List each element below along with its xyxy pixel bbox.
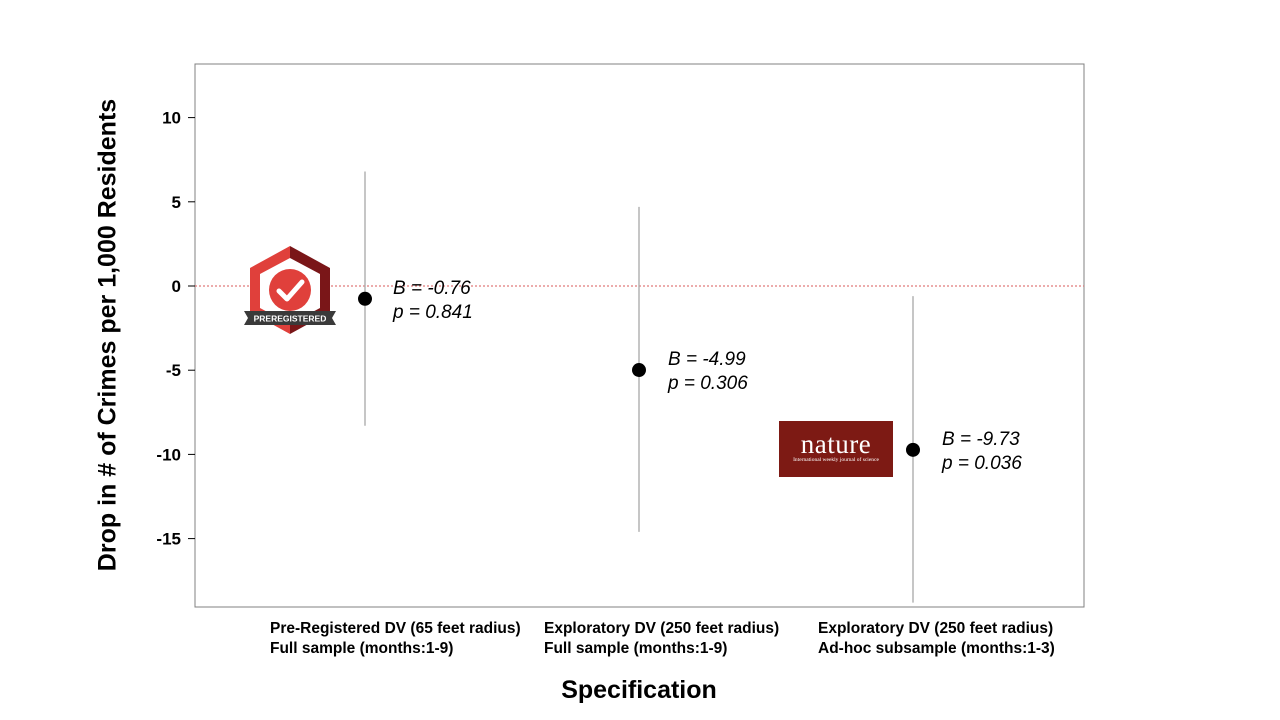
category-label-2-line1: Exploratory DV (250 feet radius)	[544, 620, 780, 637]
estimate-point-3	[906, 442, 920, 457]
y-tick-label: -5	[166, 361, 181, 380]
annotation-1-p: p = 0.841	[393, 302, 473, 323]
data-points	[358, 291, 920, 457]
category-label-1-line2: Full sample (months:1-9)	[270, 640, 454, 657]
y-axis-title: Drop in # of Crimes per 1,000 Residents	[93, 98, 122, 572]
badge-check-circle	[269, 269, 311, 311]
annotation-3: B = -9.73 p = 0.036	[942, 428, 1022, 476]
annotation-1-b: B = -0.76	[393, 278, 471, 299]
y-tick-label: -15	[156, 530, 181, 549]
y-tick-label: 10	[162, 109, 181, 128]
annotation-3-b: B = -9.73	[942, 429, 1020, 450]
annotation-3-p: p = 0.036	[942, 453, 1022, 474]
nature-logo: nature International weekly journal of s…	[779, 421, 893, 477]
estimate-point-2	[632, 363, 646, 378]
category-label-2: Exploratory DV (250 feet radius) Full sa…	[544, 619, 779, 659]
badge-label: PREREGISTERED	[254, 314, 327, 324]
annotation-2: B = -4.99 p = 0.306	[668, 348, 748, 396]
check-icon	[276, 279, 305, 302]
category-label-1: Pre-Registered DV (65 feet radius) Full …	[270, 619, 521, 659]
annotation-2-b: B = -4.99	[668, 349, 746, 370]
error-bars	[364, 171, 914, 603]
category-label-2-line2: Full sample (months:1-9)	[544, 640, 728, 657]
category-label-3-line1: Exploratory DV (250 feet radius)	[818, 620, 1054, 637]
category-label-3-line2: Ad-hoc subsample (months:1-3)	[818, 640, 1055, 657]
y-tick-label: -10	[156, 445, 181, 464]
y-tick-label: 0	[172, 277, 181, 296]
category-label-3: Exploratory DV (250 feet radius) Ad-hoc …	[818, 619, 1055, 659]
x-axis-title: Specification	[561, 676, 717, 704]
badge-ribbon	[244, 311, 336, 325]
nature-logo-tagline: International weekly journal of science	[793, 457, 879, 463]
estimate-point-1	[358, 291, 372, 306]
preregistered-badge: PREREGISTERED	[244, 246, 336, 334]
y-axis: 10 5 0 -5 -10 -15	[156, 109, 195, 549]
annotation-2-p: p = 0.306	[668, 373, 748, 394]
plot-frame	[194, 63, 1085, 608]
annotation-1: B = -0.76 p = 0.841	[393, 277, 473, 325]
nature-logo-name: nature	[800, 429, 872, 459]
y-tick-label: 5	[172, 193, 181, 212]
category-label-1-line1: Pre-Registered DV (65 feet radius)	[270, 620, 521, 637]
